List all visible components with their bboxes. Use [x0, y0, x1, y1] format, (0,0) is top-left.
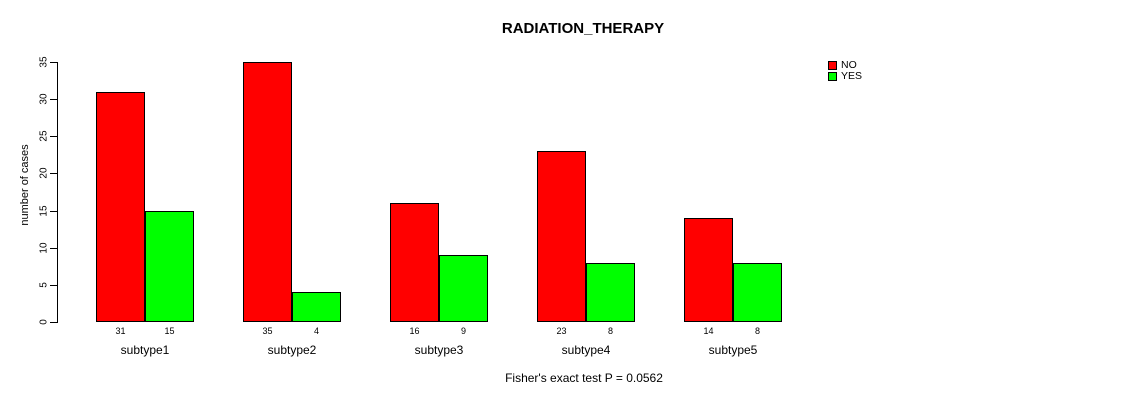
- bar-yes-subtype2: [292, 292, 341, 322]
- y-axis-tick-label: 25: [38, 130, 50, 142]
- bar-value-label: 15: [164, 326, 175, 336]
- stat-test-footnote: Fisher's exact test P = 0.0562: [505, 371, 663, 385]
- bar-value-label: 23: [556, 326, 567, 336]
- y-axis-tick-label: 5: [38, 282, 50, 288]
- legend-item-yes: YES: [828, 71, 862, 81]
- bar-no-subtype5: [684, 218, 733, 322]
- y-axis-line: [57, 62, 58, 323]
- y-axis-tick: [50, 211, 57, 212]
- legend-swatch-no: [828, 60, 837, 70]
- x-axis-category-label: subtype1: [120, 343, 170, 357]
- chart-title: RADIATION_THERAPY: [501, 20, 665, 37]
- bar-value-label: 8: [607, 326, 614, 336]
- bar-value-label: 31: [115, 326, 126, 336]
- bar-yes-subtype3: [439, 255, 488, 322]
- x-axis-category-label: subtype4: [561, 343, 611, 357]
- bar-yes-subtype4: [586, 263, 635, 322]
- bar-yes-subtype1: [145, 211, 194, 322]
- legend: NO YES: [828, 60, 862, 82]
- y-axis-tick: [50, 99, 57, 100]
- bar-no-subtype3: [390, 203, 439, 322]
- y-axis-tick: [50, 136, 57, 137]
- bar-no-subtype4: [537, 151, 586, 322]
- bar-value-label: 8: [754, 326, 761, 336]
- legend-label-yes: YES: [841, 70, 863, 82]
- y-axis-tick-label: 15: [38, 205, 50, 217]
- x-axis-category-label: subtype3: [414, 343, 464, 357]
- x-axis-category-label: subtype2: [267, 343, 317, 357]
- bar-value-label: 35: [262, 326, 273, 336]
- x-axis-category-label: subtype5: [708, 343, 758, 357]
- bar-value-label: 4: [313, 326, 320, 336]
- y-axis-tick: [50, 62, 57, 63]
- y-axis-tick-label: 10: [38, 242, 50, 254]
- y-axis-tick: [50, 322, 57, 323]
- bar-yes-subtype5: [733, 263, 782, 322]
- y-axis-tick-label: 30: [38, 93, 50, 105]
- y-axis-tick: [50, 248, 57, 249]
- y-axis-tick-label: 0: [38, 319, 50, 325]
- y-axis-tick: [50, 173, 57, 174]
- y-axis-tick-label: 35: [38, 56, 50, 68]
- legend-label-no: NO: [841, 59, 857, 71]
- bar-no-subtype2: [243, 62, 292, 322]
- y-axis-tick-label: 20: [38, 167, 50, 179]
- bar-value-label: 14: [703, 326, 714, 336]
- legend-item-no: NO: [828, 60, 862, 70]
- bar-value-label: 9: [460, 326, 467, 336]
- y-axis-label: number of cases: [19, 144, 31, 226]
- bar-no-subtype1: [96, 92, 145, 322]
- bar-value-label: 16: [409, 326, 420, 336]
- y-axis-tick: [50, 285, 57, 286]
- legend-swatch-yes: [828, 71, 837, 81]
